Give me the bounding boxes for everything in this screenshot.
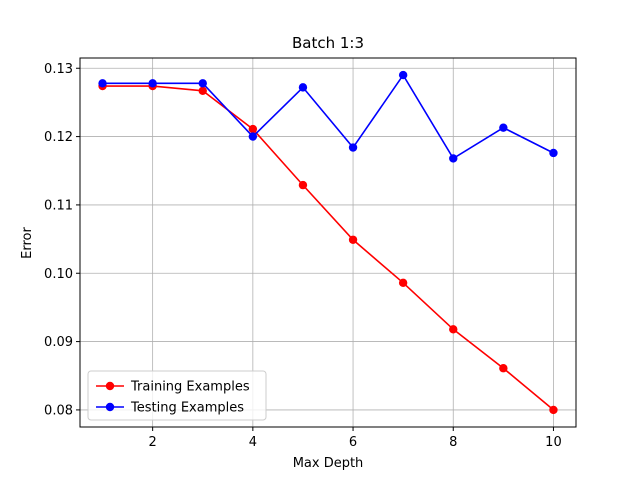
- axis-ticks: 2 4 6 8 10 0.08 0.09 0.10 0.11 0.12 0.13: [44, 62, 562, 450]
- y-tick-label: 0.13: [44, 62, 73, 77]
- plot-frame: [79, 57, 577, 428]
- x-tick-label: 10: [545, 435, 562, 450]
- series-0-point: [398, 278, 408, 288]
- legend-box: [87, 370, 267, 421]
- series-0-point: [499, 364, 508, 373]
- series-1-point: [398, 70, 408, 80]
- x-tick-label: 4: [249, 435, 257, 450]
- chart-title: Batch 1:3: [292, 34, 364, 52]
- y-tick-label: 0.10: [44, 267, 73, 282]
- legend-label-1: Testing Examples: [130, 401, 244, 416]
- y-tick-label: 0.12: [44, 130, 73, 145]
- series-1-point: [98, 79, 107, 88]
- series-0-point: [198, 86, 207, 96]
- y-tick-label: 0.11: [44, 198, 73, 213]
- series-0-point: [549, 405, 558, 415]
- series-1-point: [348, 143, 358, 152]
- y-axis-label: Error: [20, 227, 35, 259]
- series-1-point: [198, 79, 207, 88]
- series-1-point: [449, 154, 458, 163]
- x-axis-label: Max Depth: [293, 456, 364, 471]
- legend-label-0: Training Examples: [130, 380, 250, 395]
- series-0-point: [449, 325, 458, 334]
- legend-marker-1: [105, 402, 115, 412]
- series-line-0: [102, 85, 554, 411]
- series-1-point: [499, 123, 508, 132]
- legend-marker-0: [105, 381, 115, 391]
- series-0-point: [248, 124, 258, 134]
- series-1-point: [148, 79, 157, 88]
- x-tick-label: 2: [149, 435, 157, 450]
- legend: Training Examples Testing Examples: [87, 370, 267, 421]
- series-1-point: [298, 83, 308, 92]
- y-tick-label: 0.09: [44, 335, 73, 350]
- x-tick-label: 8: [449, 435, 457, 450]
- series-1-point: [248, 132, 258, 141]
- x-tick-label: 6: [349, 435, 357, 450]
- series-layer: [98, 70, 558, 415]
- series-0-point: [348, 235, 358, 244]
- series-0-point: [298, 180, 308, 190]
- y-tick-label: 0.08: [44, 403, 73, 418]
- series-1-point: [549, 148, 558, 158]
- series-line-1: [102, 73, 554, 160]
